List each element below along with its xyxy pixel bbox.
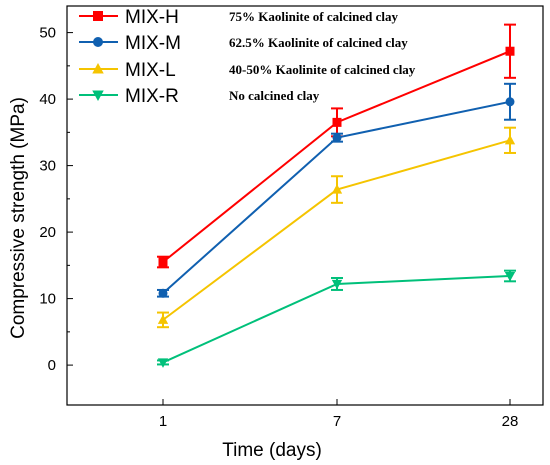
x-tick-label: 7 (333, 413, 341, 430)
series-line-mix-h (162, 50, 511, 263)
legend-description: 40-50% Kaolinite of calcined clay (229, 62, 416, 77)
x-tick-label: 1 (159, 413, 167, 430)
data-point (158, 288, 168, 298)
series-mix-r (157, 269, 516, 368)
data-point (331, 279, 343, 290)
y-tick-label: 20 (39, 224, 56, 241)
y-tick-label: 10 (39, 291, 56, 308)
data-point (504, 134, 516, 145)
legend-label: MIX-H (125, 7, 179, 28)
data-point (504, 271, 516, 282)
y-axis-title: Compressive strength (MPa) (8, 97, 29, 339)
legend-description: No calcined clay (229, 88, 320, 103)
legend-label: MIX-R (125, 86, 179, 107)
data-point (157, 358, 169, 368)
data-point (157, 314, 169, 324)
data-point (332, 133, 342, 143)
data-point (331, 184, 343, 194)
x-tick-label: 28 (502, 413, 519, 430)
x-axis-title: Time (days) (222, 440, 322, 461)
y-tick-label: 30 (39, 158, 56, 175)
series-mix-m (157, 82, 516, 298)
legend-marker (93, 11, 103, 21)
legend-label: MIX-M (125, 33, 181, 54)
legend-description: 62.5% Kaolinite of calcined clay (229, 35, 408, 50)
legend-marker (93, 37, 103, 47)
y-tick-label: 50 (39, 25, 56, 42)
legend-label: MIX-L (125, 60, 176, 81)
legend-marker (92, 90, 104, 101)
data-point (158, 257, 168, 267)
y-tick-label: 40 (39, 91, 56, 108)
series-mix-l (157, 126, 516, 329)
ticks: 0 10 20 30 40 50 1 7 28 (39, 25, 518, 430)
data-point (505, 46, 515, 56)
data-point (505, 97, 515, 107)
data-point (332, 117, 342, 127)
legend-description: 75% Kaolinite of calcined clay (229, 9, 398, 24)
y-tick-label: 0 (48, 357, 56, 374)
plot-area (157, 23, 516, 368)
axes (66, 5, 544, 406)
legend: MIX-H 75% Kaolinite of calcined clay MIX-M… (79, 7, 416, 107)
plot-frame (66, 5, 544, 406)
series-line-mix-l (162, 139, 511, 321)
legend-marker (92, 63, 104, 74)
